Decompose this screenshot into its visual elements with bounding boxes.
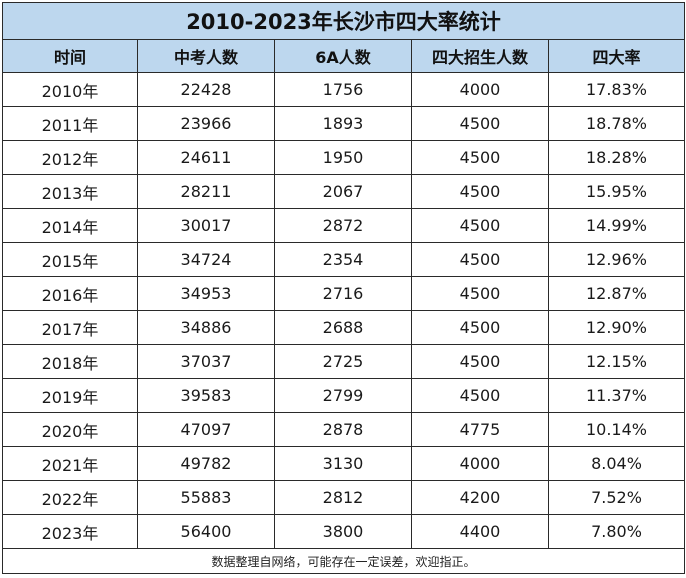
cell-exam-takers: 28211 bbox=[137, 174, 275, 209]
cell-6a-count: 3130 bbox=[274, 446, 412, 481]
cell-6a-count: 1950 bbox=[274, 140, 412, 175]
cell-enrollment: 4200 bbox=[411, 480, 549, 515]
cell-6a-count: 2716 bbox=[274, 276, 412, 311]
cell-enrollment: 4400 bbox=[411, 514, 549, 549]
cell-exam-takers: 34724 bbox=[137, 242, 275, 277]
table-row: 2021年 49782 3130 4000 8.04% bbox=[2, 446, 685, 481]
table-title: 2010-2023年长沙市四大率统计 bbox=[2, 2, 685, 40]
header-6a-count: 6A人数 bbox=[274, 39, 412, 73]
cell-exam-takers: 37037 bbox=[137, 344, 275, 379]
cell-exam-takers: 56400 bbox=[137, 514, 275, 549]
cell-year: 2013年 bbox=[2, 174, 138, 209]
table-row: 2017年 34886 2688 4500 12.90% bbox=[2, 310, 685, 345]
table-row: 2022年 55883 2812 4200 7.52% bbox=[2, 480, 685, 515]
cell-enrollment: 4500 bbox=[411, 276, 549, 311]
cell-year: 2012年 bbox=[2, 140, 138, 175]
header-row: 时间 中考人数 6A人数 四大招生人数 四大率 bbox=[2, 39, 685, 73]
table-row: 2020年 47097 2878 4775 10.14% bbox=[2, 412, 685, 447]
cell-enrollment: 4500 bbox=[411, 208, 549, 243]
header-rate: 四大率 bbox=[548, 39, 685, 73]
cell-6a-count: 2872 bbox=[274, 208, 412, 243]
cell-year: 2019年 bbox=[2, 378, 138, 413]
cell-rate: 12.90% bbox=[548, 310, 685, 345]
cell-6a-count: 2725 bbox=[274, 344, 412, 379]
cell-rate: 17.83% bbox=[548, 72, 685, 107]
header-enrollment: 四大招生人数 bbox=[411, 39, 549, 73]
table-row: 2015年 34724 2354 4500 12.96% bbox=[2, 242, 685, 277]
footer-row: 数据整理自网络，可能存在一定误差，欢迎指正。 bbox=[2, 548, 685, 574]
cell-year: 2014年 bbox=[2, 208, 138, 243]
cell-rate: 7.52% bbox=[548, 480, 685, 515]
cell-exam-takers: 34953 bbox=[137, 276, 275, 311]
cell-enrollment: 4500 bbox=[411, 106, 549, 141]
cell-6a-count: 1893 bbox=[274, 106, 412, 141]
cell-enrollment: 4500 bbox=[411, 174, 549, 209]
cell-rate: 12.15% bbox=[548, 344, 685, 379]
cell-rate: 15.95% bbox=[548, 174, 685, 209]
cell-exam-takers: 24611 bbox=[137, 140, 275, 175]
cell-enrollment: 4500 bbox=[411, 344, 549, 379]
cell-exam-takers: 22428 bbox=[137, 72, 275, 107]
cell-enrollment: 4500 bbox=[411, 242, 549, 277]
cell-rate: 8.04% bbox=[548, 446, 685, 481]
cell-enrollment: 4500 bbox=[411, 310, 549, 345]
footer-note: 数据整理自网络，可能存在一定误差，欢迎指正。 bbox=[2, 548, 685, 574]
cell-rate: 18.28% bbox=[548, 140, 685, 175]
table-row: 2018年 37037 2725 4500 12.15% bbox=[2, 344, 685, 379]
cell-rate: 14.99% bbox=[548, 208, 685, 243]
cell-year: 2017年 bbox=[2, 310, 138, 345]
cell-enrollment: 4775 bbox=[411, 412, 549, 447]
cell-rate: 18.78% bbox=[548, 106, 685, 141]
cell-year: 2022年 bbox=[2, 480, 138, 515]
header-year: 时间 bbox=[2, 39, 138, 73]
cell-rate: 12.87% bbox=[548, 276, 685, 311]
cell-6a-count: 3800 bbox=[274, 514, 412, 549]
cell-6a-count: 1756 bbox=[274, 72, 412, 107]
cell-6a-count: 2812 bbox=[274, 480, 412, 515]
cell-year: 2010年 bbox=[2, 72, 138, 107]
cell-exam-takers: 23966 bbox=[137, 106, 275, 141]
cell-year: 2018年 bbox=[2, 344, 138, 379]
cell-rate: 10.14% bbox=[548, 412, 685, 447]
title-row: 2010-2023年长沙市四大率统计 bbox=[2, 2, 685, 40]
cell-year: 2021年 bbox=[2, 446, 138, 481]
cell-exam-takers: 55883 bbox=[137, 480, 275, 515]
cell-year: 2011年 bbox=[2, 106, 138, 141]
cell-rate: 11.37% bbox=[548, 378, 685, 413]
header-exam-takers: 中考人数 bbox=[137, 39, 275, 73]
cell-exam-takers: 30017 bbox=[137, 208, 275, 243]
cell-6a-count: 2799 bbox=[274, 378, 412, 413]
table-row: 2011年 23966 1893 4500 18.78% bbox=[2, 106, 685, 141]
cell-enrollment: 4000 bbox=[411, 72, 549, 107]
cell-exam-takers: 39583 bbox=[137, 378, 275, 413]
cell-rate: 12.96% bbox=[548, 242, 685, 277]
table-row: 2012年 24611 1950 4500 18.28% bbox=[2, 140, 685, 175]
table-row: 2013年 28211 2067 4500 15.95% bbox=[2, 174, 685, 209]
table-row: 2010年 22428 1756 4000 17.83% bbox=[2, 72, 685, 107]
cell-6a-count: 2688 bbox=[274, 310, 412, 345]
cell-6a-count: 2878 bbox=[274, 412, 412, 447]
cell-enrollment: 4500 bbox=[411, 378, 549, 413]
table-row: 2019年 39583 2799 4500 11.37% bbox=[2, 378, 685, 413]
cell-year: 2023年 bbox=[2, 514, 138, 549]
cell-enrollment: 4000 bbox=[411, 446, 549, 481]
cell-rate: 7.80% bbox=[548, 514, 685, 549]
cell-year: 2015年 bbox=[2, 242, 138, 277]
cell-6a-count: 2354 bbox=[274, 242, 412, 277]
cell-year: 2020年 bbox=[2, 412, 138, 447]
cell-exam-takers: 34886 bbox=[137, 310, 275, 345]
cell-enrollment: 4500 bbox=[411, 140, 549, 175]
cell-exam-takers: 47097 bbox=[137, 412, 275, 447]
table-row: 2023年 56400 3800 4400 7.80% bbox=[2, 514, 685, 549]
cell-6a-count: 2067 bbox=[274, 174, 412, 209]
table-row: 2014年 30017 2872 4500 14.99% bbox=[2, 208, 685, 243]
cell-exam-takers: 49782 bbox=[137, 446, 275, 481]
table-row: 2016年 34953 2716 4500 12.87% bbox=[2, 276, 685, 311]
cell-year: 2016年 bbox=[2, 276, 138, 311]
